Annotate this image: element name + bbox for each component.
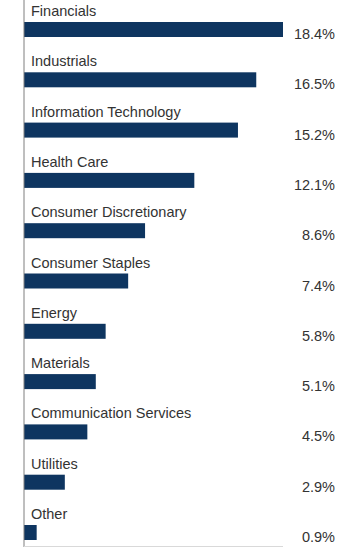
bar: [24, 223, 145, 238]
bar: [24, 173, 194, 188]
bar: [24, 22, 283, 37]
value-label: 5.8%: [302, 328, 335, 344]
labels: Financials 18.4% Industrials 16.5% Informati…: [31, 3, 335, 545]
category-label: Energy: [31, 305, 78, 321]
category-label: Utilities: [31, 456, 78, 472]
value-label: 7.4%: [302, 278, 335, 294]
category-label: Communication Services: [31, 405, 191, 421]
bar-chart: Financials 18.4% Industrials 16.5% Informati…: [0, 0, 360, 547]
bar: [24, 525, 37, 540]
value-label: 8.6%: [302, 227, 335, 243]
bar: [24, 274, 128, 289]
category-label: Health Care: [31, 154, 108, 170]
value-label: 18.4%: [294, 26, 335, 42]
chart-container: Financials 18.4% Industrials 16.5% Informati…: [0, 0, 360, 547]
category-label: Consumer Discretionary: [31, 204, 187, 220]
value-label: 12.1%: [294, 177, 335, 193]
value-label: 0.9%: [302, 529, 335, 545]
bar: [24, 123, 238, 138]
bar: [24, 72, 256, 87]
value-label: 15.2%: [294, 127, 335, 143]
value-label: 5.1%: [302, 378, 335, 394]
category-label: Consumer Staples: [31, 255, 150, 271]
bars: [24, 22, 283, 540]
bar: [24, 324, 106, 339]
category-label: Materials: [31, 355, 90, 371]
bar: [24, 424, 87, 439]
category-label: Information Technology: [31, 104, 181, 120]
category-label: Other: [31, 506, 67, 522]
value-label: 4.5%: [302, 428, 335, 444]
value-label: 16.5%: [294, 76, 335, 92]
category-label: Industrials: [31, 53, 97, 69]
value-label: 2.9%: [302, 479, 335, 495]
category-label: Financials: [31, 3, 96, 19]
bar: [24, 475, 65, 490]
axis-line: [24, 0, 25, 547]
bar: [24, 374, 96, 389]
x-range-line: [24, 546, 283, 547]
